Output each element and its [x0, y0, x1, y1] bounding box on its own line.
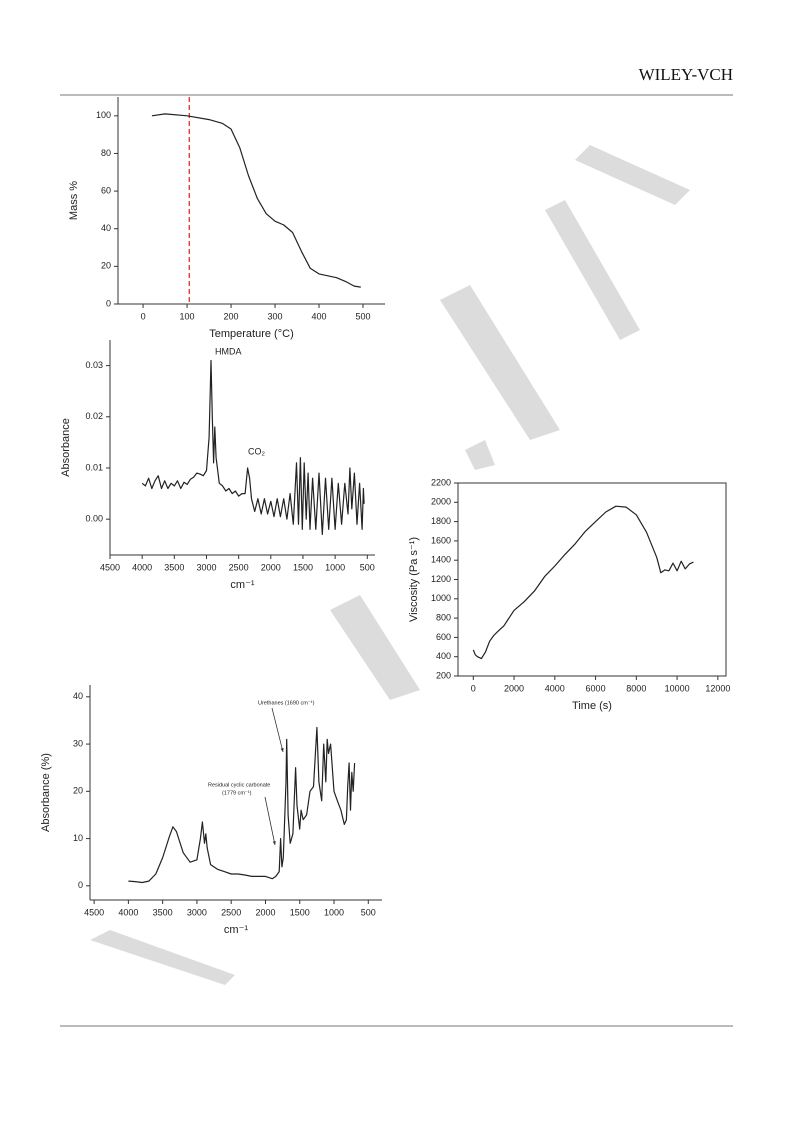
- y-axis-label: Absorbance (%): [40, 753, 52, 832]
- y-tick-label: 60: [101, 185, 111, 195]
- x-tick-label: 200: [224, 311, 239, 321]
- y-tick-label: 1800: [431, 516, 451, 526]
- annotation: HMDA: [215, 346, 242, 356]
- y-tick-label: 1400: [431, 555, 451, 565]
- x-tick-label: 4000: [118, 907, 138, 917]
- x-tick-label: 6000: [586, 683, 606, 693]
- y-tick-label: 600: [436, 632, 451, 642]
- y-tick-label: 20: [73, 786, 83, 796]
- y-tick-label: 2000: [431, 497, 451, 507]
- y-tick-label: 10: [73, 833, 83, 843]
- watermark-stroke: [90, 930, 235, 985]
- x-tick-label: 4500: [84, 907, 104, 917]
- chart: 0 20 40 60 80 100 0 100 200 300 400 500 Temperature …: [68, 97, 385, 340]
- data-line: [151, 113, 361, 288]
- x-tick-label: 1000: [324, 907, 344, 917]
- arrow-head: [272, 841, 276, 845]
- y-tick-label: 1200: [431, 574, 451, 584]
- annotation: (1779 cm⁻¹): [222, 790, 252, 796]
- y-tick-label: 0.00: [85, 514, 103, 524]
- y-tick-label: 0.03: [85, 360, 103, 370]
- watermark-stroke: [545, 200, 640, 340]
- x-tick-label: 2500: [221, 907, 241, 917]
- y-tick-label: 100: [96, 110, 111, 120]
- x-tick-label: 500: [360, 562, 375, 572]
- x-tick-label: 12000: [705, 683, 730, 693]
- x-tick-label: 3000: [196, 562, 216, 572]
- x-axis-label: cm⁻¹: [224, 924, 248, 936]
- x-tick-label: 4500: [100, 562, 120, 572]
- data-line: [472, 505, 694, 660]
- y-tick-label: 0.02: [85, 411, 103, 421]
- annotation-arrow: [271, 707, 284, 753]
- x-tick-label: 0: [141, 311, 146, 321]
- x-tick-label: 4000: [132, 562, 152, 572]
- y-tick-label: 20: [101, 261, 111, 271]
- x-tick-label: 2500: [229, 562, 249, 572]
- x-tick-label: 4000: [545, 683, 565, 693]
- x-tick-label: 1500: [290, 907, 310, 917]
- x-tick-label: 500: [361, 907, 376, 917]
- x-tick-label: 0: [471, 683, 476, 693]
- x-tick-label: 2000: [504, 683, 524, 693]
- y-tick-label: 1000: [431, 593, 451, 603]
- chart: 200 400 600 800 1000 1200 1400 1600 1800 2000 2200…: [408, 477, 730, 712]
- x-tick-label: 1500: [293, 562, 313, 572]
- y-tick-label: 40: [73, 691, 83, 701]
- plot-frame: [457, 482, 727, 677]
- watermark-stroke: [465, 440, 495, 470]
- y-axis-label: Absorbance: [60, 418, 72, 477]
- x-tick-label: 100: [180, 311, 195, 321]
- watermark: [90, 145, 690, 985]
- x-tick-label: 8000: [626, 683, 646, 693]
- y-tick-label: 30: [73, 738, 83, 748]
- annotation: Residual cyclic carbonate: [208, 782, 270, 788]
- annotation: CO₂: [248, 446, 266, 456]
- x-axis-label: cm⁻¹: [230, 579, 254, 591]
- y-tick-label: 0.01: [85, 462, 103, 472]
- x-tick-label: 3000: [187, 907, 207, 917]
- x-tick-label: 1000: [325, 562, 345, 572]
- y-tick-label: 200: [436, 670, 451, 680]
- data-line: [128, 726, 356, 884]
- y-tick-label: 400: [436, 651, 451, 661]
- annotation: Urethanes (1690 cm⁻¹): [258, 700, 315, 706]
- watermark-stroke: [440, 285, 560, 440]
- publisher: WILEY-VCH: [639, 65, 733, 84]
- y-tick-label: 0: [106, 298, 111, 308]
- x-axis-label: Temperature (°C): [209, 328, 293, 340]
- y-tick-label: 80: [101, 148, 111, 158]
- watermark-stroke: [330, 595, 420, 700]
- y-tick-label: 0: [78, 880, 83, 890]
- y-tick-label: 2200: [431, 477, 451, 487]
- y-tick-label: 40: [101, 223, 111, 233]
- annotation-arrow: [264, 796, 276, 846]
- x-tick-label: 3500: [153, 907, 173, 917]
- x-tick-label: 400: [312, 311, 327, 321]
- x-tick-label: 300: [268, 311, 283, 321]
- y-axis-label: Viscosity (Pa s⁻¹): [408, 537, 420, 622]
- x-tick-label: 3500: [164, 562, 184, 572]
- y-tick-label: 800: [436, 612, 451, 622]
- watermark-stroke: [575, 145, 690, 205]
- x-tick-label: 2000: [255, 907, 275, 917]
- data-line: [141, 359, 365, 536]
- x-tick-label: 500: [355, 311, 370, 321]
- x-tick-label: 10000: [665, 683, 690, 693]
- y-tick-label: 1600: [431, 535, 451, 545]
- y-axis-label: Mass %: [68, 181, 80, 220]
- arrow-head: [280, 748, 284, 752]
- x-tick-label: 2000: [261, 562, 281, 572]
- chart: 0.00 0.01 0.02 0.03 4500 4000 3500 3000 2500 2000…: [60, 340, 375, 591]
- chart: 0 10 20 30 40 4500 4000 3500 3000 2500 2000 1500 100…: [40, 685, 382, 936]
- x-axis-label: Time (s): [572, 700, 612, 712]
